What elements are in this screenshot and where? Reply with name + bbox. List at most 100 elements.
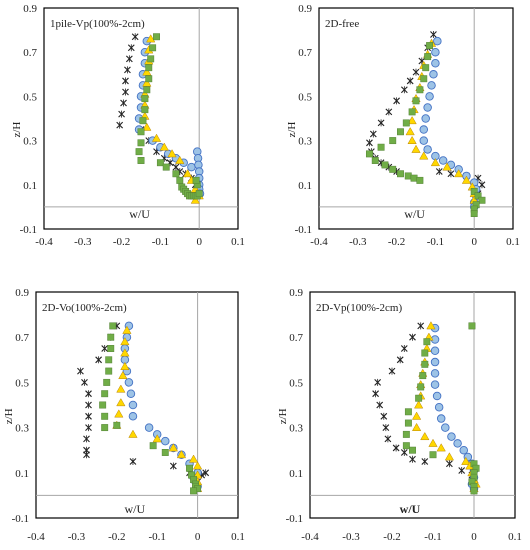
y-tick-label: 0.1 — [15, 468, 29, 480]
triangle-point — [428, 438, 438, 447]
y-tick-label: 0.7 — [15, 332, 29, 344]
plot-frame — [318, 7, 514, 230]
square-point — [470, 487, 478, 495]
cross-point — [409, 333, 416, 341]
cross-point — [400, 345, 408, 352]
y-tick-label: 0.5 — [15, 377, 29, 389]
triangle-point — [430, 157, 441, 167]
y-tick-label: 0.9 — [289, 287, 303, 299]
triangle-point — [454, 169, 464, 178]
square-point — [419, 372, 427, 380]
cross-point — [95, 356, 103, 364]
triangle-point — [116, 384, 126, 393]
circle-point — [430, 346, 440, 356]
y-axis-label: z/H — [286, 122, 298, 138]
triangle-point — [146, 34, 156, 43]
cross-point — [409, 455, 416, 463]
chart-panel: -0.4 -0.3 -0.2 -0.1 0 0.1 -0.1 0.1 0.3 0.5 0.7 0.9 z… — [3, 287, 245, 543]
square-point — [422, 64, 430, 72]
x-tick-label: 0 — [471, 236, 477, 248]
cross-point — [169, 462, 177, 470]
cross-point — [400, 448, 408, 456]
circle-point — [425, 92, 434, 101]
y-tick-label: -0.1 — [12, 513, 29, 525]
cross-point — [417, 322, 425, 330]
square-point — [162, 163, 170, 171]
panel-title: 2D-Vp(100%-2cm) — [316, 302, 402, 314]
y-tick-label: -0.1 — [295, 224, 312, 236]
square-point — [410, 174, 418, 182]
x-tick-label: 0 — [196, 236, 202, 248]
x-tick-label: 0 — [471, 531, 477, 543]
x-tick-label: 0.1 — [231, 236, 245, 248]
triangle-point — [152, 434, 162, 443]
square-point — [426, 42, 434, 50]
y-tick-label: 0.9 — [15, 287, 29, 299]
square-point — [101, 412, 109, 420]
triangle-point — [411, 411, 422, 420]
circle-point — [423, 145, 432, 154]
square-point — [389, 137, 397, 145]
y-tick-label: 0.7 — [298, 47, 312, 59]
triangle-point — [419, 151, 429, 160]
circle-point — [431, 47, 440, 57]
triangle-point — [120, 337, 130, 346]
square-point — [101, 390, 109, 398]
square-point — [404, 172, 412, 180]
triangle-point — [128, 429, 138, 438]
cross-point — [374, 378, 382, 386]
x-tick-label: -0.4 — [27, 531, 45, 543]
x-tick-label: -0.4 — [310, 236, 328, 248]
y-tick-label: -0.1 — [20, 224, 37, 236]
cross-point — [377, 119, 385, 127]
cross-point — [85, 390, 92, 398]
square-point — [421, 360, 429, 368]
square-point — [143, 86, 151, 94]
circle-point — [436, 414, 446, 423]
square-point — [468, 322, 476, 330]
cross-point — [124, 66, 131, 74]
square-point — [135, 148, 143, 156]
triangle-point — [411, 144, 421, 153]
square-point — [423, 338, 431, 346]
cross-point — [85, 424, 92, 432]
circle-point — [432, 391, 442, 401]
chart-panel: -0.4 -0.3 -0.2 -0.1 0 0.1 -0.1 0.1 0.3 0.5 0.7 0.9 z… — [11, 3, 245, 248]
plot-frame — [43, 7, 239, 230]
square-point — [149, 44, 157, 52]
x-tick-label: -0.2 — [388, 236, 405, 248]
x-tick-label: -0.2 — [113, 236, 130, 248]
circle-point — [430, 357, 440, 367]
triangle-point — [436, 443, 446, 452]
square-point — [478, 196, 486, 204]
square-point — [404, 419, 412, 427]
y-axis-label: z/H — [11, 122, 23, 138]
square-point — [421, 349, 429, 357]
square-point — [470, 187, 478, 195]
square-point — [409, 446, 416, 454]
triangle-point — [168, 443, 178, 452]
x-tick-label: -0.3 — [349, 236, 367, 248]
triangle-point — [142, 122, 152, 131]
x-axis-label: w/U — [124, 502, 145, 516]
cross-point — [122, 88, 129, 96]
x-tick-label: -0.4 — [301, 531, 319, 543]
triangle-point — [426, 321, 436, 330]
triangle-point — [444, 452, 455, 461]
y-axis-label: z/H — [3, 408, 15, 424]
y-tick-label: 0.3 — [289, 423, 303, 435]
y-axis-label: z/H — [277, 408, 289, 424]
cross-point — [77, 367, 84, 375]
x-axis-label: w/U — [129, 207, 150, 221]
triangle-point — [175, 155, 185, 164]
circle-point — [124, 378, 134, 387]
cross-point — [412, 68, 420, 76]
x-tick-label: 0 — [195, 531, 201, 543]
x-tick-label: -0.3 — [74, 236, 92, 248]
x-tick-label: -0.3 — [342, 531, 360, 543]
square-point — [145, 64, 153, 72]
cross-point — [388, 367, 396, 375]
square-point — [416, 86, 424, 94]
square-point — [415, 394, 423, 402]
cross-point — [372, 390, 379, 398]
